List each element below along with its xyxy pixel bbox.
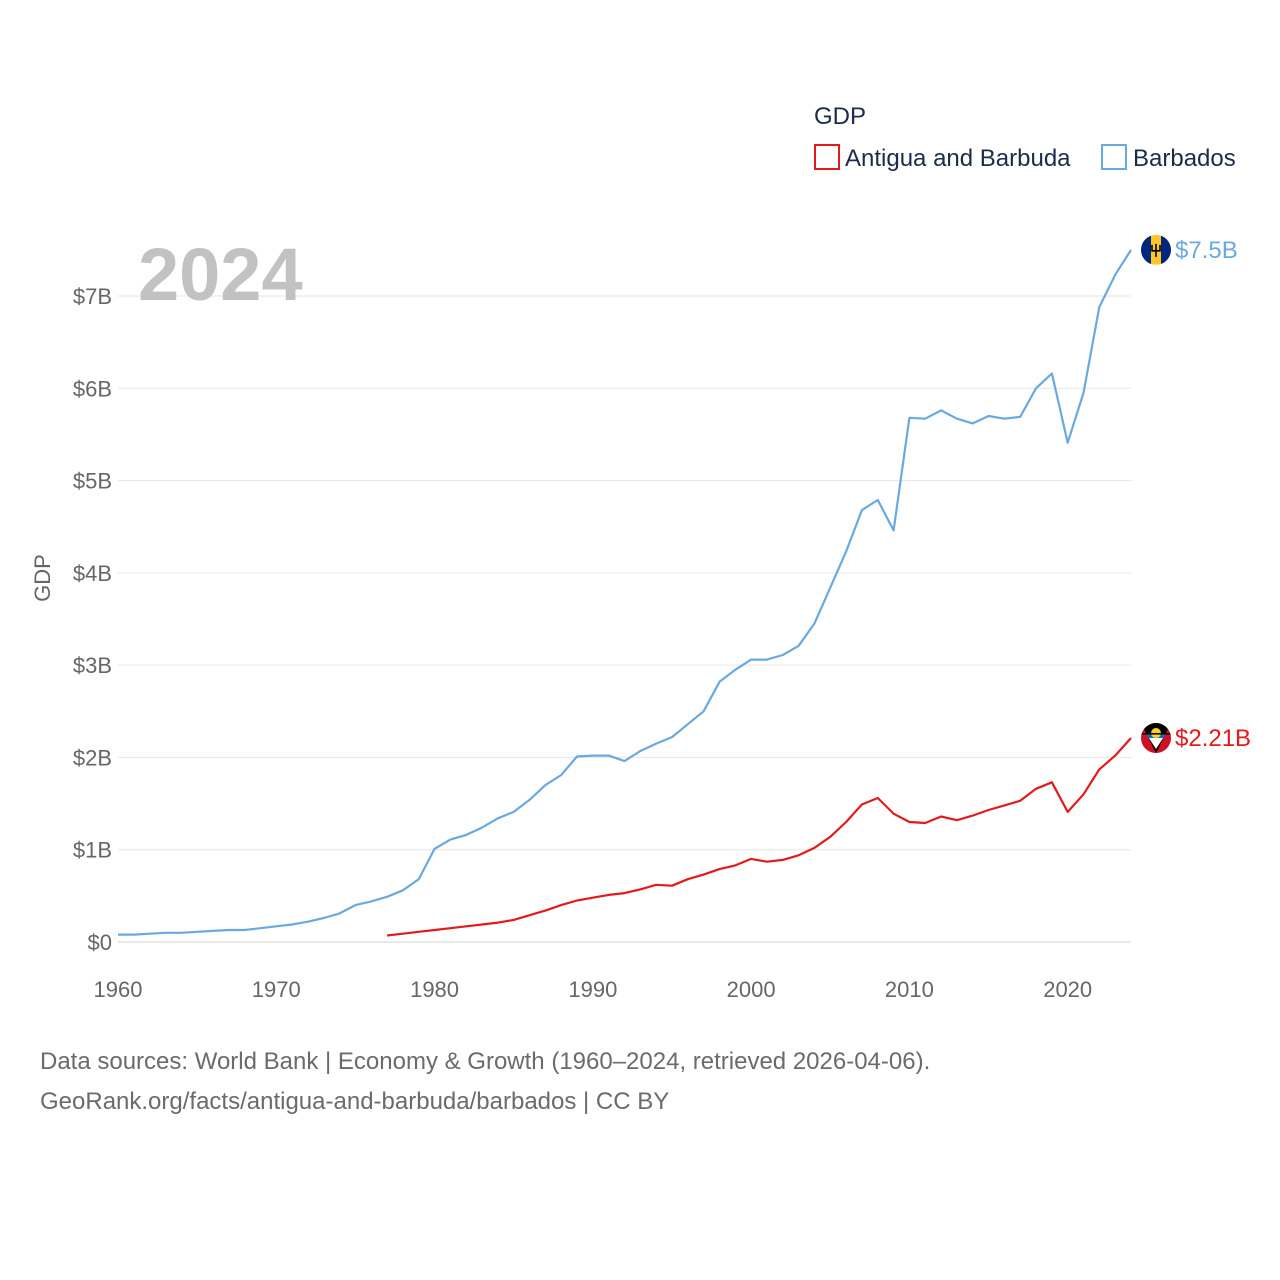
barbados-flag-icon xyxy=(1141,234,1171,265)
y-tick-label: $4B xyxy=(73,561,112,586)
legend-swatch-barbados xyxy=(1101,144,1127,170)
legend-item-antigua-and-barbuda[interactable]: Antigua and Barbuda xyxy=(814,144,1071,172)
data-source-text: Data sources: World Bank | Economy & Gro… xyxy=(40,1048,931,1075)
y-tick-label: $3B xyxy=(73,653,112,678)
end-labels: $7.5B $2.21B xyxy=(1141,234,1251,754)
y-tick-label: $0 xyxy=(88,930,112,955)
legend-label-barbados: Barbados xyxy=(1133,145,1236,172)
legend: GDP Antigua and Barbuda Barbados xyxy=(814,103,1236,172)
x-tick-label: 1970 xyxy=(252,977,301,1002)
legend-item-barbados[interactable]: Barbados xyxy=(1101,144,1236,172)
y-axis-ticks: $0 $1B $2B $3B $4B $5B $6B $7B xyxy=(73,284,112,955)
end-value-label: $7.5B xyxy=(1175,237,1238,264)
antigua-and-barbuda-flag-icon xyxy=(1141,723,1171,754)
series-line-barbados xyxy=(118,249,1132,936)
y-tick-label: $1B xyxy=(73,838,112,863)
x-tick-label: 1980 xyxy=(410,977,459,1002)
y-axis-title: GDP xyxy=(30,554,55,602)
y-tick-label: $2B xyxy=(73,745,112,770)
x-tick-label: 2010 xyxy=(885,977,934,1002)
grid-lines xyxy=(118,295,1131,943)
x-tick-label: 1960 xyxy=(94,977,143,1002)
x-tick-label: 1990 xyxy=(568,977,617,1002)
x-tick-label: 2000 xyxy=(727,977,776,1002)
year-label: 2024 xyxy=(138,233,303,316)
x-tick-label: 2020 xyxy=(1043,977,1092,1002)
y-tick-label: $5B xyxy=(73,469,112,494)
legend-label-antigua-and-barbuda: Antigua and Barbuda xyxy=(845,145,1071,172)
y-tick-label: $7B xyxy=(73,284,112,309)
legend-title: GDP xyxy=(814,103,866,130)
series-lines xyxy=(118,249,1132,937)
end-value-label: $2.21B xyxy=(1175,725,1251,752)
attribution-link[interactable]: GeoRank.org/facts/antigua-and-barbuda/ba… xyxy=(40,1088,670,1115)
series-line-antigua-and-barbuda xyxy=(386,737,1132,937)
footer: Data sources: World Bank | Economy & Gro… xyxy=(40,1042,930,1122)
legend-swatch-antigua-and-barbuda xyxy=(814,144,840,170)
y-tick-label: $6B xyxy=(73,376,112,401)
x-axis-ticks: 1960 1970 1980 1990 2000 2010 2020 xyxy=(94,977,1093,1002)
